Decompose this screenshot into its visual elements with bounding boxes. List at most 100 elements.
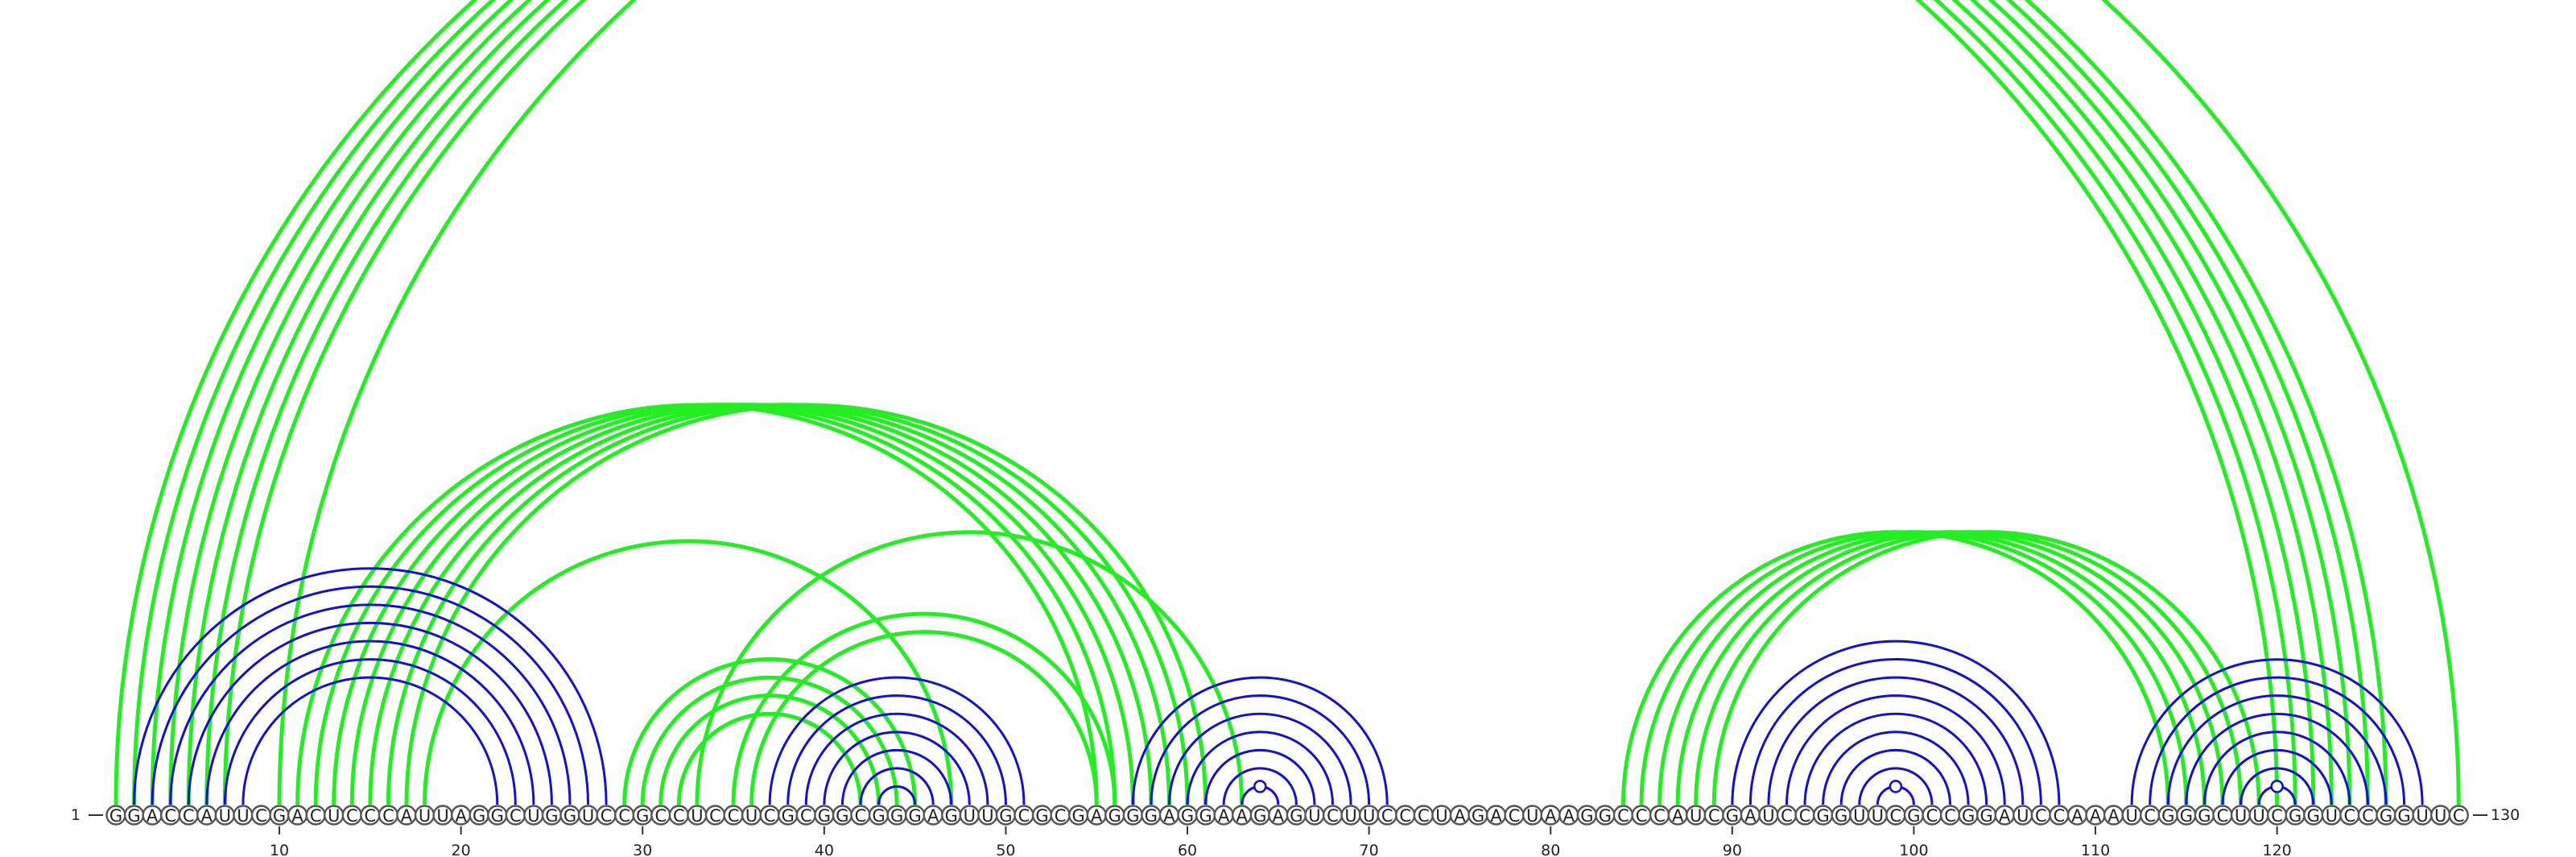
nucleotide-circle [2448, 805, 2469, 826]
nucleotide-letter: G [872, 806, 885, 826]
nested-arc-4-26 [169, 603, 572, 805]
nucleotide-letter: G [2289, 806, 2301, 826]
nucleotide-52: G [1031, 805, 1053, 826]
crossing-arc-89-119 [1711, 530, 2261, 805]
nucleotide-letter: C [2144, 806, 2156, 826]
nucleotide-85: C [1631, 805, 1652, 826]
nucleotide-letter: G [636, 806, 649, 826]
nucleotide-letter: U [582, 806, 594, 826]
nucleotide-letter: C [800, 806, 812, 826]
crossing-arc-35-56 [731, 611, 1117, 805]
nucleotide-letter: G [1108, 806, 1121, 826]
nucleotide-109: A [2066, 805, 2088, 826]
pair-markers [1253, 780, 2284, 793]
crossing-arc-10-130 [277, 0, 2461, 805]
nucleotide-29: C [613, 805, 635, 826]
nested-arc-37-51 [768, 676, 1026, 805]
nucleotide-letter: C [1018, 806, 1030, 826]
nested-arc-40-48 [823, 731, 971, 805]
nucleotide-letter: A [927, 806, 939, 826]
tick-label-70: 70 [1360, 842, 1379, 857]
nucleotide-letter: G [818, 806, 831, 826]
crossing-arc-85-115 [1639, 530, 2189, 805]
nucleotide-letter: C [709, 806, 721, 826]
nucleotide-60: G [1177, 805, 1198, 826]
nucleotide-10: G [269, 805, 290, 826]
nucleotide-letter: A [1091, 806, 1103, 826]
nucleotide-letter: A [291, 806, 303, 826]
nucleotide-letter: A [1744, 806, 1757, 826]
nucleotide-letter: U [2017, 806, 2029, 826]
nucleotide-letter: G [127, 806, 140, 826]
nucleotide-72: C [1395, 805, 1416, 826]
nucleotide-letter: A [1218, 806, 1230, 826]
crossing-arc-3-122 [150, 0, 2316, 805]
nucleotide-letter: U [1853, 806, 1865, 826]
nucleotide-33: U [687, 805, 708, 826]
crossing-arc-4-123 [168, 0, 2334, 805]
tick-label-50: 50 [996, 842, 1015, 857]
nucleotide-100: G [1903, 805, 1925, 826]
nested-arc-5-25 [187, 621, 553, 805]
nucleotide-letter: G [1072, 806, 1085, 826]
nucleotide-letter: G [109, 806, 122, 826]
nucleotide-20: A [450, 805, 472, 826]
nucleotide-23: C [505, 805, 526, 826]
nucleotide-2: G [123, 805, 145, 826]
nucleotide-letter: C [1799, 806, 1811, 826]
nucleotide-49: U [977, 805, 998, 826]
nucleotide-letter: C [1944, 806, 1956, 826]
nucleotide-letter: U [1526, 806, 1538, 826]
nucleotide-111: A [2103, 805, 2124, 826]
nested-arc-43-45 [877, 785, 917, 805]
nested-arc-42-46 [859, 767, 935, 805]
nucleotide-letter: C [2035, 806, 2047, 826]
nucleotide-letter: G [1580, 806, 1593, 826]
nucleotide-96: G [1831, 805, 1852, 826]
nested-arc-113-127 [2149, 676, 2406, 805]
nucleotide-letter: U [1308, 806, 1320, 826]
nucleotide-104: G [1975, 805, 1997, 826]
crossing-arc-29-45 [622, 657, 918, 805]
nucleotide-letter: C [2217, 806, 2229, 826]
nucleotide-42: C [850, 805, 871, 826]
nucleotide-31: C [650, 805, 671, 826]
tick-label-20: 20 [452, 842, 471, 857]
nucleotide-letter: A [455, 806, 467, 826]
nucleotide-letter: G [473, 806, 485, 826]
nucleotide-letter: U [1363, 806, 1375, 826]
nucleotide-letter: U [1435, 806, 1447, 826]
tick-label-100: 100 [1899, 842, 1928, 857]
nucleotide-letter: A [2090, 806, 2102, 826]
nucleotide-letter: C [1890, 806, 1902, 826]
nucleotide-letter: G [1980, 806, 1993, 826]
nucleotide-129: U [2429, 805, 2451, 826]
nucleotide-83: G [1595, 805, 1616, 826]
nucleotide-letter: G [782, 806, 795, 826]
nucleotide-letter: C [1653, 806, 1666, 826]
nucleotide-80: A [1540, 805, 1561, 826]
nested-arc-95-103 [1822, 731, 1970, 805]
nucleotide-letter: G [1472, 806, 1484, 826]
nucleotide-letter: G [890, 806, 903, 826]
nucleotide-letter: C [183, 806, 195, 826]
nested-arcs [133, 567, 2424, 805]
nucleotide-107: C [2030, 805, 2052, 826]
nucleotide-letter: G [836, 806, 848, 826]
nucleotide-95: G [1812, 805, 1834, 826]
nested-arc-61-67 [1204, 748, 1316, 805]
nucleotide-letter: C [1708, 806, 1720, 826]
nucleotide-letter: U [2416, 806, 2428, 826]
nucleotide-53: C [1050, 805, 1071, 826]
nucleotide-letter: U [237, 806, 249, 826]
crossing-arc-2-121 [132, 0, 2297, 805]
nucleotide-letter: C [365, 806, 377, 826]
nucleotide-24: U [523, 805, 544, 826]
nucleotide-letter: A [201, 806, 213, 826]
nucleotide-61: G [1195, 805, 1216, 826]
nucleotide-45: G [904, 805, 926, 826]
nucleotide-letter: U [1690, 806, 1702, 826]
nucleotide-letter: U [745, 806, 758, 826]
